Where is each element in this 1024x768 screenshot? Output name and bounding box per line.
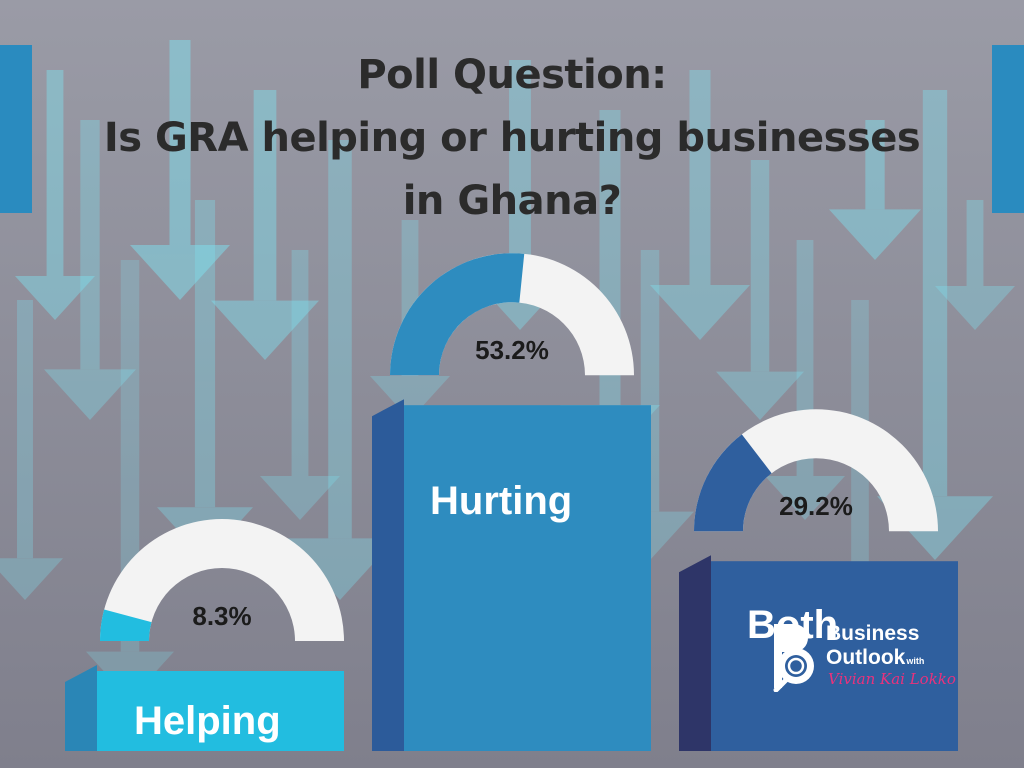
bar-hurting (404, 405, 651, 751)
logo-with: with (906, 656, 925, 666)
logo-host-name: Vivian Kai Lokko (828, 670, 956, 688)
gauge-track-both (694, 409, 938, 532)
bar-side-helping (65, 665, 97, 751)
gauge-value-both: 29.2% (779, 491, 853, 522)
business-outlook-logo: Business Outlookwith Vivian Kai Lokko (772, 620, 962, 696)
left-accent-bar (0, 45, 32, 213)
title-line-1: Poll Question: (357, 52, 667, 98)
background-arrow (15, 70, 95, 320)
background-arrow (650, 70, 750, 340)
gauge-value-hurting: 53.2% (475, 335, 549, 366)
gauge-fill-helping (100, 609, 152, 641)
background-arrow (130, 40, 230, 300)
bar-side-both (679, 555, 711, 751)
bar-both (711, 561, 958, 751)
background-arrow (284, 140, 396, 600)
background-arrow (260, 250, 340, 520)
background-arrow (935, 200, 1015, 330)
right-accent-bar (992, 45, 1024, 213)
bar-label-hurting: Hurting (430, 479, 573, 524)
magnifier-b-icon (773, 624, 814, 692)
gauge-track-helping (100, 519, 344, 641)
logo-outlook-text: Outlook (826, 646, 906, 669)
gauge-fill-both (694, 434, 772, 532)
background-arrow (44, 120, 136, 420)
background-arrow (0, 300, 63, 600)
background-arrow (829, 120, 921, 260)
bar-helping (97, 671, 344, 751)
title-line-3: in Ghana? (402, 178, 622, 224)
gauge-fill-hurting (390, 253, 525, 376)
bar-side-hurting (372, 399, 404, 751)
logo-business: Business (826, 622, 920, 645)
bar-label-helping: Helping (134, 699, 281, 743)
title-line-2: Is GRA helping or hurting businesses (103, 115, 921, 161)
logo-outlook: Outlookwith (826, 646, 924, 673)
background-arrow (211, 90, 319, 360)
gauge-value-helping: 8.3% (192, 601, 252, 631)
background-arrow (716, 160, 804, 420)
poll-title: Poll Question: Is GRA helping or hurting… (62, 44, 962, 233)
